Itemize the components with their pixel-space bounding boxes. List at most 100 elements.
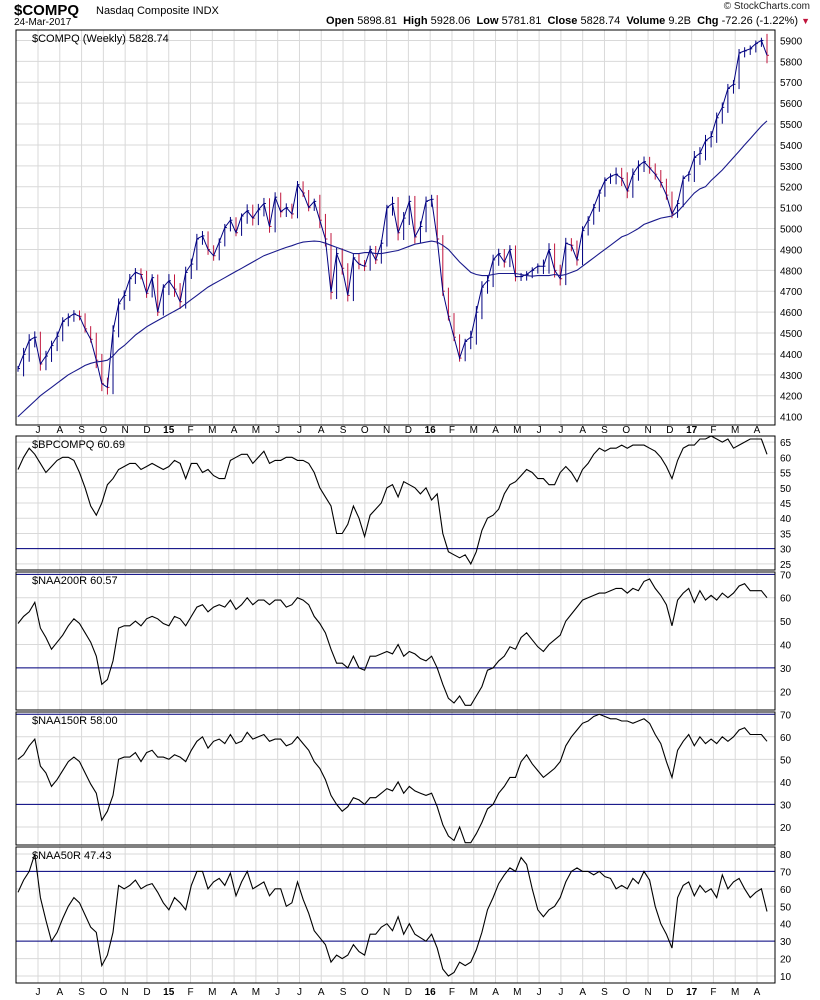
x-tick-label: N (383, 987, 390, 998)
x-tick-label: M (208, 987, 216, 998)
x-tick-label: D (666, 987, 673, 998)
symbol-description: Nasdaq Composite INDX (96, 5, 219, 17)
x-tick-label: S (340, 425, 347, 436)
panel-frame (15, 435, 776, 571)
x-tick-label: 17 (686, 987, 698, 998)
low-value: 5781.81 (501, 15, 542, 27)
y-tick-label: 50 (780, 902, 792, 913)
high-label: High (403, 15, 428, 27)
x-tick-label: O (622, 425, 630, 436)
y-tick-label: 30 (780, 800, 792, 811)
x-tick-label: A (492, 987, 499, 998)
price-stats: Open 5898.81 High 5928.06 Low 5781.81 Cl… (326, 15, 810, 27)
x-tick-label: 17 (686, 425, 698, 436)
panel-1: 25 30 35 40 45 50 55 60 65 $BPCOMPQ 60.69 (15, 435, 792, 571)
panel-frame (15, 29, 776, 426)
x-tick-label: N (383, 425, 390, 436)
close-value: 5828.74 (580, 15, 621, 27)
x-tick-label: M (470, 987, 478, 998)
x-tick-label: J (275, 987, 280, 998)
panel-2: 20 30 40 50 60 70 $NAA200R 60.57 (15, 570, 792, 711)
brand-label[interactable]: © StockCharts.com (723, 1, 810, 12)
y-tick-label: 40 (780, 920, 792, 931)
x-tick-label: J (36, 987, 41, 998)
x-tick-label: 15 (163, 425, 175, 436)
x-tick-label: N (644, 425, 651, 436)
x-tick-label: M (252, 425, 260, 436)
panel-title: $NAA200R 60.57 (32, 575, 118, 587)
y-tick-label: 4800 (780, 266, 803, 277)
x-tick-label: M (513, 987, 521, 998)
x-tick-label: F (710, 425, 716, 436)
x-tick-label: J (558, 987, 563, 998)
chart-header: $COMPQ Nasdaq Composite INDX 24-Mar-2017… (0, 0, 820, 30)
y-tick-label: 65 (780, 438, 792, 449)
x-tick-label: N (122, 987, 129, 998)
y-tick-label: 4900 (780, 245, 803, 256)
x-tick-label: S (601, 425, 608, 436)
x-tick-label: A (231, 425, 238, 436)
low-label: Low (476, 15, 499, 27)
y-tick-label: 55 (780, 469, 792, 480)
x-tick-label: O (99, 425, 107, 436)
panel-frame (15, 571, 776, 711)
panel-title: $COMPQ (Weekly) 5828.74 (32, 33, 169, 45)
y-tick-label: 20 (780, 687, 792, 698)
symbol-title: $COMPQ (14, 2, 80, 19)
x-tick-label: D (143, 425, 150, 436)
x-tick-label: J (537, 987, 542, 998)
x-tick-label: F (187, 987, 193, 998)
y-tick-label: 70 (780, 710, 792, 721)
y-tick-label: 45 (780, 499, 792, 510)
y-tick-label: 25 (780, 560, 792, 571)
x-tick-label: J (558, 425, 563, 436)
y-tick-label: 4500 (780, 329, 803, 340)
y-tick-label: 5400 (780, 141, 803, 152)
x-tick-label: A (492, 425, 499, 436)
x-tick-label: 16 (425, 425, 437, 436)
open-value: 5898.81 (357, 15, 397, 27)
y-tick-label: 10 (780, 972, 792, 983)
y-tick-label: 35 (780, 529, 792, 540)
y-tick-label: 4600 (780, 308, 803, 319)
high-value: 5928.06 (430, 15, 471, 27)
x-tick-label: A (56, 987, 63, 998)
y-tick-label: 30 (780, 545, 792, 556)
x-tick-label: A (579, 987, 586, 998)
x-tick-label: A (318, 987, 325, 998)
y-tick-label: 30 (780, 664, 792, 675)
x-tick-label: D (666, 425, 673, 436)
y-tick-label: 40 (780, 778, 792, 789)
y-tick-label: 80 (780, 850, 792, 861)
close-label: Close (547, 15, 578, 27)
y-tick-label: 70 (780, 570, 792, 581)
y-tick-label: 50 (780, 484, 792, 495)
chart-date: 24-Mar-2017 (14, 17, 72, 28)
x-tick-label: F (449, 425, 455, 436)
x-tick-label: J (537, 425, 542, 436)
open-label: Open (326, 15, 355, 27)
x-tick-label: J (36, 425, 41, 436)
x-tick-label: A (231, 987, 238, 998)
x-tick-label: M (513, 425, 521, 436)
y-tick-label: 70 (780, 867, 792, 878)
indicator-line (17, 853, 768, 977)
panel-0: 4100 4200 4300 4400 4500 4600 4700 4800 4900 5000… (15, 29, 803, 426)
y-tick-label: 60 (780, 594, 792, 605)
x-tick-label: M (731, 987, 739, 998)
price-line (17, 39, 768, 389)
x-tick-label: 15 (163, 987, 175, 998)
chg-value: -72.26 (-1.22%) (721, 15, 799, 27)
y-tick-label: 5000 (780, 225, 803, 236)
x-tick-label: J (297, 425, 302, 436)
x-tick-label: D (405, 425, 412, 436)
x-tick-label: A (754, 425, 761, 436)
y-tick-label: 5900 (780, 36, 803, 47)
x-tick-label: J (297, 987, 302, 998)
y-tick-label: 40 (780, 514, 792, 525)
x-tick-label: S (601, 987, 608, 998)
x-tick-label: M (470, 425, 478, 436)
y-tick-label: 5700 (780, 78, 803, 89)
y-tick-label: 50 (780, 755, 792, 766)
x-tick-label: O (622, 987, 630, 998)
